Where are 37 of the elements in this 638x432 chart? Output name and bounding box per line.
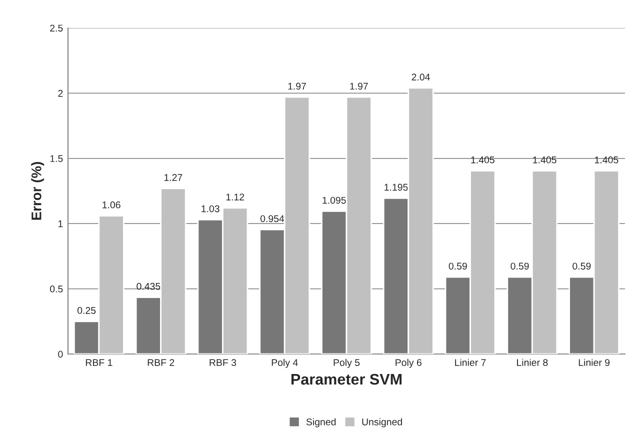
- data-label: 1.095: [322, 196, 346, 204]
- legend-label: Unsigned: [362, 418, 402, 428]
- data-label: 2.04: [412, 74, 430, 81]
- data-label: 0.954: [260, 215, 284, 222]
- x-tick-label: Linier 8: [517, 358, 548, 366]
- y-tick-label: 2: [58, 90, 63, 97]
- data-label: 1.195: [384, 184, 408, 191]
- data-label: 1.405: [533, 156, 556, 164]
- x-tick-label: RBF 3: [210, 359, 236, 366]
- data-label: 1.405: [471, 156, 494, 164]
- x-tick-label: Poly 4: [272, 358, 298, 368]
- y-tick-label: 2.5: [50, 24, 63, 32]
- data-label: 1.97: [350, 82, 368, 90]
- data-label: 1.12: [226, 194, 244, 200]
- x-tick-label: Poly 5: [334, 358, 360, 368]
- data-label: 1.03: [202, 205, 220, 212]
- y-tick-label: 1: [58, 220, 63, 228]
- data-label: 0.25: [77, 307, 96, 314]
- x-tick-label: RBF 1: [86, 359, 112, 366]
- data-label: 1.27: [164, 174, 182, 181]
- data-label: 0.59: [510, 262, 529, 270]
- data-label: 1.405: [595, 156, 618, 164]
- data-label: 0.435: [136, 282, 160, 290]
- x-tick-label: Linier 7: [455, 358, 486, 366]
- x-tick-label: Poly 6: [396, 358, 422, 368]
- legend-label: Signed: [306, 418, 336, 428]
- y-tick-label: 0: [58, 350, 63, 358]
- x-tick-label: RBF 2: [148, 359, 174, 366]
- data-label: 0.59: [572, 262, 591, 270]
- x-tick-label: Linier 9: [578, 358, 610, 366]
- y-axis-title: Error (%): [31, 162, 44, 220]
- y-tick-label: 1.5: [50, 155, 63, 162]
- y-tick-label: 0.5: [50, 286, 63, 292]
- data-label: 1.06: [102, 201, 120, 208]
- data-label: 1.97: [288, 82, 306, 90]
- x-axis-title: Parameter SVM: [291, 374, 402, 385]
- data-label: 0.59: [448, 262, 467, 270]
